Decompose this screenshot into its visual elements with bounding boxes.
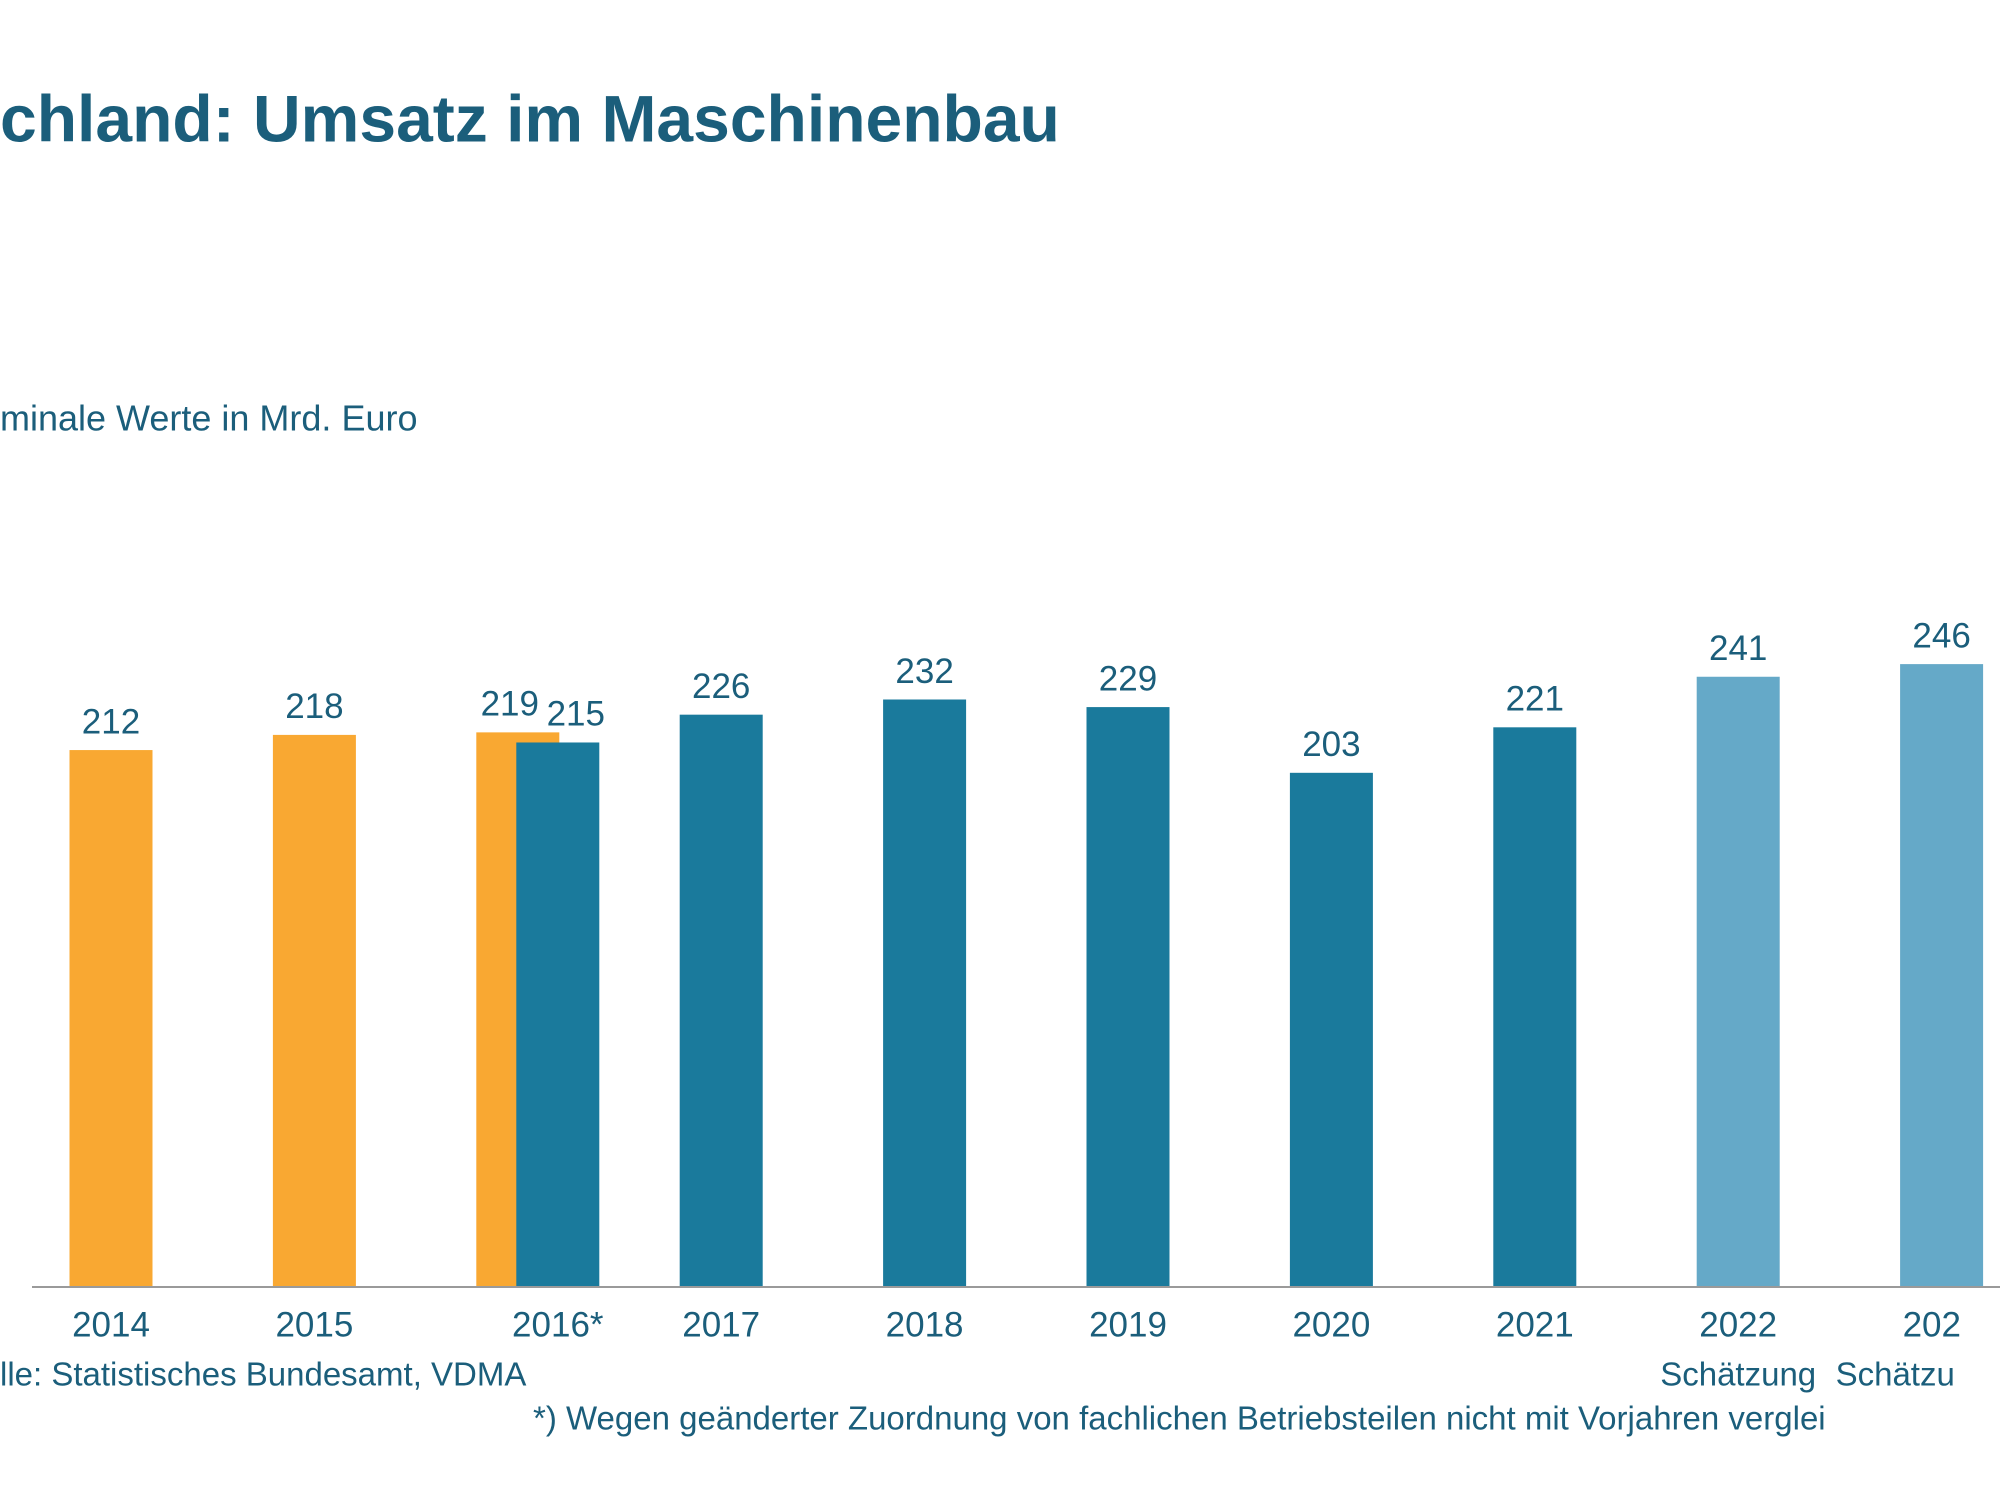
x-tick-label: 2014	[72, 1305, 150, 1344]
value-label: 219	[481, 685, 539, 724]
x-tick-label: 202	[1903, 1305, 1961, 1344]
bar	[883, 699, 967, 1286]
x-tick-label: 2017	[682, 1305, 760, 1344]
x-tick-label: 2016*	[512, 1305, 604, 1344]
bar	[272, 734, 356, 1286]
value-label: 232	[895, 652, 953, 691]
value-label: 241	[1709, 629, 1767, 668]
bar	[69, 750, 153, 1286]
x-tick-label: 2021	[1496, 1305, 1574, 1344]
bar	[1696, 676, 1780, 1286]
source-note: lle: Statistisches Bundesamt, VDMA	[0, 1356, 526, 1393]
x-tick-label: 2015	[275, 1305, 353, 1344]
bar	[1900, 664, 1984, 1286]
value-label: 215	[547, 695, 605, 734]
estimate-note: Schätzung	[1660, 1356, 1816, 1393]
value-label: 226	[692, 667, 750, 706]
value-label: 212	[82, 702, 140, 741]
estimate-note: Schätzu	[1836, 1356, 1955, 1393]
chart-title: chland: Umsatz im Maschinenbau	[0, 81, 1060, 155]
value-label: 218	[285, 687, 343, 726]
x-tick-label: 2018	[886, 1305, 964, 1344]
x-tick-label: 2020	[1292, 1305, 1370, 1344]
bar	[1086, 707, 1170, 1286]
bar	[679, 714, 763, 1286]
bar	[516, 742, 600, 1286]
bar	[1493, 727, 1577, 1286]
value-label: 246	[1912, 616, 1970, 655]
value-label: 203	[1302, 725, 1360, 764]
value-label: 229	[1099, 659, 1157, 698]
x-tick-label: 2022	[1699, 1305, 1777, 1344]
value-label: 221	[1506, 680, 1564, 719]
chart-subtitle: minale Werte in Mrd. Euro	[0, 398, 417, 439]
bar	[1289, 772, 1373, 1286]
x-tick-label: 2019	[1089, 1305, 1167, 1344]
footnote: *) Wegen geänderter Zuordnung von fachli…	[533, 1400, 1826, 1437]
